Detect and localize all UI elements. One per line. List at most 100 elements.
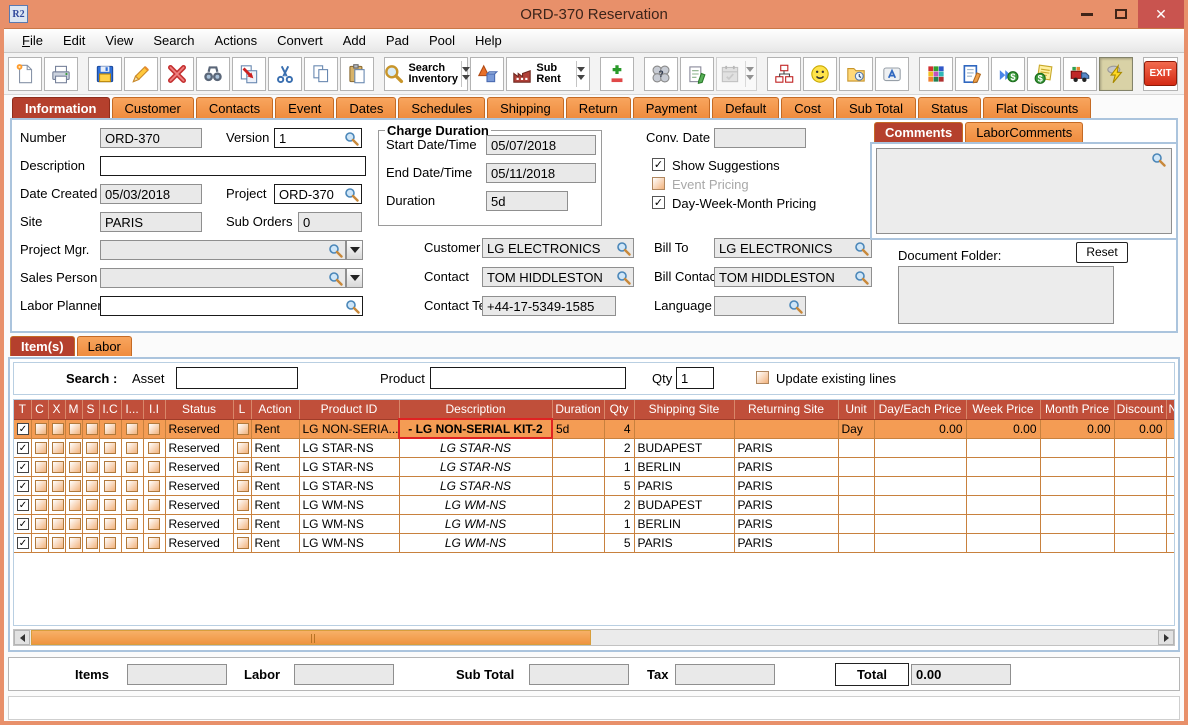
row-checkbox[interactable] <box>31 533 49 553</box>
cell-description[interactable]: LG WM-NS <box>399 495 553 515</box>
col-header-i-i[interactable]: I.I <box>143 400 166 420</box>
toolbar-button-cut-scissors[interactable] <box>268 56 302 91</box>
row-checkbox-t[interactable]: ✓ <box>14 419 32 439</box>
col-header-ne[interactable]: Ne... <box>1166 400 1174 420</box>
cell-shipping-site[interactable]: BUDAPEST <box>634 438 735 458</box>
row-checkbox[interactable] <box>121 476 144 496</box>
tab-information[interactable]: Information <box>12 97 110 118</box>
cell-day-each-price[interactable] <box>874 514 967 534</box>
chevron-down-icon[interactable] <box>745 60 755 87</box>
cell-duration[interactable] <box>552 457 605 477</box>
cell-unit[interactable] <box>838 457 875 477</box>
cell-action[interactable]: Rent <box>251 495 300 515</box>
row-checkbox[interactable] <box>65 514 83 534</box>
toolbar-button-dollar-notes[interactable]: $ <box>1027 56 1062 91</box>
table-row[interactable]: ✓ Reserved Rent LG STAR-NS LG STAR-NS 2 BUDAPE… <box>14 438 1174 458</box>
row-checkbox[interactable] <box>65 419 83 439</box>
row-checkbox[interactable] <box>143 476 166 496</box>
row-checkbox[interactable] <box>48 476 66 496</box>
bill-contact-field[interactable]: TOM HIDDLESTON <box>714 267 872 287</box>
cell-month-price[interactable] <box>1040 457 1115 477</box>
cell-qty[interactable]: 2 <box>604 495 635 515</box>
product-input[interactable] <box>430 367 626 389</box>
row-checkbox[interactable] <box>31 514 49 534</box>
cell-week-price[interactable] <box>966 457 1041 477</box>
cell-day-each-price[interactable]: 0.00 <box>874 419 967 439</box>
row-checkbox[interactable] <box>121 457 144 477</box>
scroll-left-arrow[interactable] <box>14 630 30 645</box>
row-checkbox[interactable] <box>82 514 100 534</box>
cell-returning-site[interactable] <box>734 419 839 439</box>
cell-product-id[interactable]: LG STAR-NS <box>299 476 400 496</box>
dwm-pricing-checkbox[interactable]: ✓ <box>652 196 665 209</box>
col-header-description[interactable]: Description <box>399 400 553 420</box>
cell-net[interactable] <box>1166 514 1174 534</box>
cell-shipping-site[interactable]: PARIS <box>634 476 735 496</box>
row-checkbox[interactable] <box>121 419 144 439</box>
cell-returning-site[interactable]: PARIS <box>734 457 839 477</box>
row-checkbox[interactable] <box>31 495 49 515</box>
cell-discount[interactable] <box>1114 476 1167 496</box>
search-icon[interactable] <box>854 241 869 257</box>
row-checkbox[interactable] <box>48 457 66 477</box>
asset-input[interactable] <box>176 367 298 389</box>
row-checkbox[interactable] <box>99 514 122 534</box>
bill-to-field[interactable]: LG ELECTRONICS <box>714 238 872 258</box>
cell-product-id[interactable]: LG STAR-NS <box>299 438 400 458</box>
cell-product-id[interactable]: LG WM-NS <box>299 495 400 515</box>
tab-schedules[interactable]: Schedules <box>398 97 486 118</box>
cell-net[interactable] <box>1166 419 1174 439</box>
cell-duration[interactable] <box>552 438 605 458</box>
cell-day-each-price[interactable] <box>874 476 967 496</box>
cell-net[interactable] <box>1166 457 1174 477</box>
col-header-s[interactable]: S <box>82 400 100 420</box>
menu-item-actions[interactable]: Actions <box>214 33 258 48</box>
cell-duration[interactable] <box>552 533 605 553</box>
cell-month-price[interactable]: 0.00 <box>1040 419 1115 439</box>
col-header-t[interactable]: T <box>14 400 32 420</box>
row-checkbox-l[interactable] <box>233 495 252 515</box>
col-header-i-c[interactable]: I.C <box>99 400 122 420</box>
cell-week-price[interactable] <box>966 514 1041 534</box>
col-header-discount[interactable]: Discount <box>1114 400 1167 420</box>
cell-returning-site[interactable]: PARIS <box>734 438 839 458</box>
row-checkbox-l[interactable] <box>233 457 252 477</box>
horizontal-scrollbar[interactable] <box>13 629 1175 646</box>
cell-duration[interactable] <box>552 495 605 515</box>
cell-duration[interactable]: 5d <box>552 419 605 439</box>
col-header-unit[interactable]: Unit <box>838 400 875 420</box>
toolbar-button-3d-shapes[interactable] <box>470 56 505 91</box>
row-checkbox[interactable] <box>65 495 83 515</box>
close-button[interactable]: ✕ <box>1138 0 1184 28</box>
col-header-x[interactable]: X <box>48 400 66 420</box>
cell-description[interactable]: LG WM-NS <box>399 514 553 534</box>
scrollbar-thumb[interactable] <box>31 630 591 645</box>
cell-product-id[interactable]: LG STAR-NS <box>299 457 400 477</box>
toolbar-button-plus-minus[interactable] <box>599 56 634 91</box>
maximize-button[interactable] <box>1104 0 1138 28</box>
cell-shipping-site[interactable]: BUDAPEST <box>634 495 735 515</box>
cell-status[interactable]: Reserved <box>165 438 234 458</box>
cell-returning-site[interactable]: PARIS <box>734 476 839 496</box>
cell-description[interactable]: LG STAR-NS <box>399 457 553 477</box>
cell-qty[interactable]: 4 <box>604 419 635 439</box>
table-row[interactable]: ✓ Reserved Rent LG WM-NS LG WM-NS 2 BUDAPEST PA… <box>14 495 1174 515</box>
toolbar-button-dollar-forward[interactable]: $ <box>991 56 1026 91</box>
row-checkbox[interactable] <box>65 457 83 477</box>
cell-discount[interactable] <box>1114 495 1167 515</box>
tab-laborcomments[interactable]: LaborComments <box>965 122 1084 142</box>
document-folder-box[interactable] <box>898 266 1114 324</box>
row-checkbox-t[interactable]: ✓ <box>14 514 32 534</box>
table-row[interactable]: ✓ Reserved Rent LG WM-NS LG WM-NS 1 BERLIN PARI… <box>14 514 1174 534</box>
row-checkbox[interactable] <box>31 457 49 477</box>
cell-description[interactable]: LG STAR-NS <box>399 476 553 496</box>
toolbar-button-lightning-bolt[interactable] <box>1099 56 1134 91</box>
col-header-returning-site[interactable]: Returning Site <box>734 400 839 420</box>
search-icon[interactable] <box>788 299 803 315</box>
cell-net[interactable] <box>1166 495 1174 515</box>
tab-dates[interactable]: Dates <box>336 97 397 118</box>
row-checkbox[interactable] <box>121 533 144 553</box>
menu-item-convert[interactable]: Convert <box>277 33 323 48</box>
cell-unit[interactable] <box>838 476 875 496</box>
row-checkbox[interactable] <box>99 457 122 477</box>
